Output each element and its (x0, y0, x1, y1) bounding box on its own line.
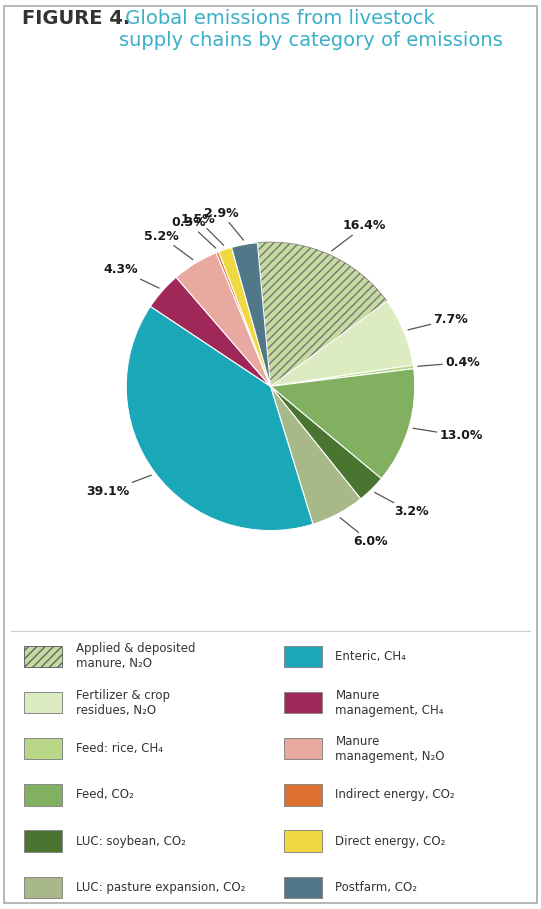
Wedge shape (270, 369, 415, 479)
Bar (24, 645, 62, 667)
Wedge shape (232, 243, 270, 386)
Bar (24, 692, 62, 714)
Text: 2.9%: 2.9% (204, 206, 243, 240)
Text: 3.2%: 3.2% (374, 493, 428, 518)
Text: 1.5%: 1.5% (180, 213, 223, 245)
Text: Applied & deposited
manure, N₂O: Applied & deposited manure, N₂O (76, 643, 195, 670)
Text: Feed: rice, CH₄: Feed: rice, CH₄ (76, 743, 163, 755)
Text: 13.0%: 13.0% (413, 428, 483, 443)
Text: Postfarm, CO₂: Postfarm, CO₂ (335, 881, 418, 894)
Text: 7.7%: 7.7% (408, 313, 468, 330)
Bar (284, 645, 322, 667)
Bar (24, 831, 62, 852)
Bar (24, 738, 62, 760)
Text: 16.4%: 16.4% (332, 219, 386, 251)
Text: Enteric, CH₄: Enteric, CH₄ (335, 650, 406, 663)
Text: Direct energy, CO₂: Direct energy, CO₂ (335, 834, 446, 848)
Bar (24, 784, 62, 805)
Text: Feed, CO₂: Feed, CO₂ (76, 788, 134, 802)
Bar (284, 784, 322, 805)
Text: LUC: pasture expansion, CO₂: LUC: pasture expansion, CO₂ (76, 881, 245, 894)
Text: 5.2%: 5.2% (144, 230, 193, 260)
Bar (284, 738, 322, 760)
Text: 39.1%: 39.1% (86, 475, 151, 498)
Text: Manure
management, CH₄: Manure management, CH₄ (335, 688, 444, 716)
Wedge shape (258, 242, 387, 386)
Wedge shape (150, 277, 270, 386)
Wedge shape (216, 252, 270, 386)
Text: Indirect energy, CO₂: Indirect energy, CO₂ (335, 788, 455, 802)
Wedge shape (176, 253, 270, 386)
Wedge shape (270, 386, 381, 499)
Bar (284, 831, 322, 852)
Text: 0.4%: 0.4% (418, 356, 480, 369)
Wedge shape (270, 386, 361, 524)
Text: 0.3%: 0.3% (171, 216, 216, 248)
Wedge shape (270, 301, 413, 386)
Wedge shape (126, 306, 313, 531)
Wedge shape (219, 247, 270, 386)
Wedge shape (270, 365, 414, 386)
Text: 4.3%: 4.3% (104, 264, 159, 288)
Bar (24, 876, 62, 898)
Text: LUC: soybean, CO₂: LUC: soybean, CO₂ (76, 834, 186, 848)
Text: Manure
management, N₂O: Manure management, N₂O (335, 734, 445, 763)
Text: Fertilizer & crop
residues, N₂O: Fertilizer & crop residues, N₂O (76, 688, 170, 716)
Bar (284, 692, 322, 714)
Text: 6.0%: 6.0% (340, 517, 387, 548)
Bar (284, 876, 322, 898)
Text: FIGURE 4.: FIGURE 4. (22, 9, 130, 28)
Text: Global emissions from livestock
supply chains by category of emissions: Global emissions from livestock supply c… (118, 9, 503, 50)
